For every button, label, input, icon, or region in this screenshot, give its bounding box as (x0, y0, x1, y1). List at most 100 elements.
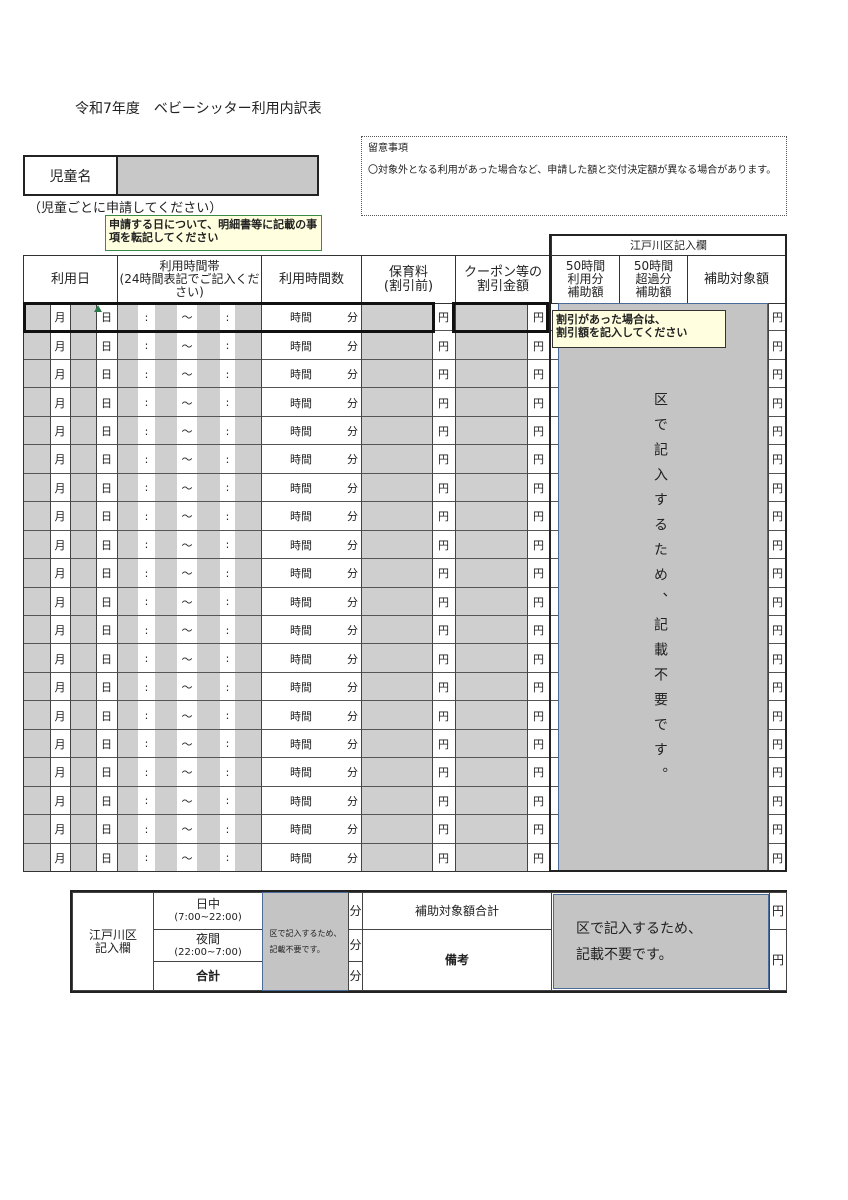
start-hour-input[interactable] (117, 502, 138, 531)
coupon-input[interactable] (456, 815, 527, 844)
fee-input[interactable] (362, 359, 432, 389)
end-hour-input[interactable] (197, 758, 220, 787)
day-input[interactable] (70, 587, 96, 616)
end-minute-input[interactable] (235, 445, 261, 474)
end-hour-input[interactable] (197, 701, 220, 730)
end-hour-input[interactable] (197, 445, 220, 474)
fee-input[interactable] (362, 416, 432, 446)
coupon-input[interactable] (456, 331, 527, 360)
fee-input[interactable] (362, 559, 432, 588)
start-hour-input[interactable] (117, 644, 138, 673)
month-input[interactable] (23, 331, 50, 360)
end-hour-input[interactable] (197, 843, 220, 872)
day-input[interactable] (70, 615, 96, 645)
start-hour-input[interactable] (117, 587, 138, 616)
end-hour-input[interactable] (197, 615, 220, 645)
start-hour-input[interactable] (117, 786, 138, 816)
start-minute-input[interactable] (155, 587, 177, 616)
month-input[interactable] (23, 559, 50, 588)
end-minute-input[interactable] (235, 729, 261, 759)
end-hour-input[interactable] (197, 672, 220, 702)
coupon-input[interactable] (456, 388, 527, 417)
month-input[interactable] (23, 502, 50, 531)
hours-input[interactable] (261, 417, 287, 445)
end-minute-input[interactable] (235, 587, 261, 616)
day-input[interactable] (70, 644, 96, 673)
hours-input[interactable] (261, 303, 287, 331)
start-minute-input[interactable] (155, 815, 177, 844)
fee-input[interactable] (362, 473, 432, 503)
minutes-input[interactable] (315, 644, 345, 672)
start-hour-input[interactable] (117, 331, 138, 360)
coupon-input[interactable] (456, 758, 527, 787)
end-hour-input[interactable] (197, 303, 220, 332)
month-input[interactable] (23, 672, 50, 702)
start-minute-input[interactable] (155, 615, 177, 645)
start-hour-input[interactable] (117, 615, 138, 645)
end-minute-input[interactable] (235, 416, 261, 446)
minutes-input[interactable] (315, 758, 345, 786)
day-input[interactable] (70, 388, 96, 417)
month-input[interactable] (23, 530, 50, 560)
fee-input[interactable] (362, 758, 432, 787)
start-minute-input[interactable] (155, 473, 177, 503)
end-minute-input[interactable] (235, 701, 261, 730)
day-input[interactable] (70, 701, 96, 730)
hours-input[interactable] (261, 730, 287, 758)
month-input[interactable] (23, 303, 50, 332)
start-hour-input[interactable] (117, 445, 138, 474)
minutes-input[interactable] (315, 559, 345, 587)
fee-input[interactable] (362, 445, 432, 474)
fee-input[interactable] (362, 388, 432, 417)
minutes-input[interactable] (315, 787, 345, 815)
end-minute-input[interactable] (235, 303, 261, 332)
end-hour-input[interactable] (197, 388, 220, 417)
start-hour-input[interactable] (117, 416, 138, 446)
start-minute-input[interactable] (155, 530, 177, 560)
start-minute-input[interactable] (155, 644, 177, 673)
fee-input[interactable] (362, 843, 432, 872)
hours-input[interactable] (261, 673, 287, 701)
fee-input[interactable] (362, 786, 432, 816)
day-input[interactable] (70, 445, 96, 474)
coupon-input[interactable] (456, 672, 527, 702)
coupon-input[interactable] (456, 502, 527, 531)
hours-input[interactable] (261, 531, 287, 559)
end-hour-input[interactable] (197, 359, 220, 389)
day-input[interactable] (70, 331, 96, 360)
fee-input[interactable] (362, 331, 432, 360)
start-minute-input[interactable] (155, 758, 177, 787)
end-hour-input[interactable] (197, 729, 220, 759)
fee-input[interactable] (362, 701, 432, 730)
end-minute-input[interactable] (235, 331, 261, 360)
start-hour-input[interactable] (117, 359, 138, 389)
end-hour-input[interactable] (197, 587, 220, 616)
hours-input[interactable] (261, 388, 287, 416)
start-hour-input[interactable] (117, 530, 138, 560)
end-minute-input[interactable] (235, 843, 261, 872)
end-minute-input[interactable] (235, 388, 261, 417)
month-input[interactable] (23, 416, 50, 446)
day-input[interactable] (70, 786, 96, 816)
day-input[interactable] (70, 502, 96, 531)
end-minute-input[interactable] (235, 644, 261, 673)
end-minute-input[interactable] (235, 359, 261, 389)
minutes-input[interactable] (315, 445, 345, 473)
coupon-input[interactable] (456, 559, 527, 588)
end-minute-input[interactable] (235, 615, 261, 645)
start-hour-input[interactable] (117, 701, 138, 730)
start-hour-input[interactable] (117, 815, 138, 844)
hours-input[interactable] (261, 360, 287, 388)
month-input[interactable] (23, 815, 50, 844)
minutes-input[interactable] (315, 502, 345, 530)
hours-input[interactable] (261, 644, 287, 672)
minutes-input[interactable] (315, 844, 345, 872)
coupon-input[interactable] (456, 701, 527, 730)
day-input[interactable] (70, 559, 96, 588)
minutes-input[interactable] (315, 474, 345, 502)
minutes-input[interactable] (315, 616, 345, 644)
day-input[interactable] (70, 843, 96, 872)
end-minute-input[interactable] (235, 559, 261, 588)
coupon-input[interactable] (456, 303, 527, 332)
end-minute-input[interactable] (235, 815, 261, 844)
